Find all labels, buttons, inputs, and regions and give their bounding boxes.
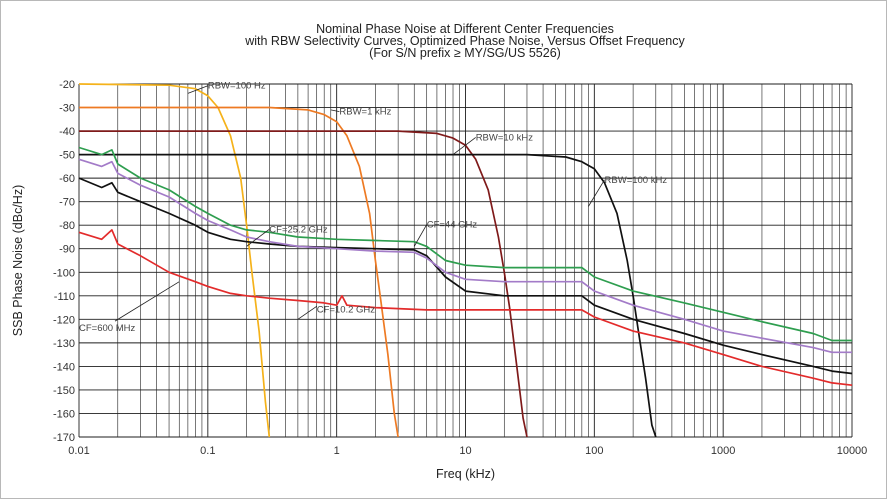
y-tick-label: -60	[59, 173, 75, 185]
x-tick-label: 10	[459, 445, 471, 457]
annotation-label: CF=25.2 GHz	[269, 224, 328, 235]
chart-title-line: with RBW Selectivity Curves, Optimized P…	[244, 34, 685, 48]
annotation-leader-line	[330, 109, 340, 112]
series-line-rbw-100-hz	[78, 83, 271, 438]
chart-title-line: Nominal Phase Noise at Different Center …	[316, 22, 614, 36]
annotation-label: CF=44 GHz	[427, 220, 478, 231]
y-tick-label: -150	[53, 385, 75, 397]
series-line-rbw-10-khz	[79, 130, 528, 438]
x-tick-label: 100	[585, 445, 603, 457]
chart-title-line: (For S/N prefix ≥ MY/SG/US 5526)	[369, 46, 561, 60]
annotation-leader-line	[297, 305, 317, 320]
annotation-leader-line	[413, 224, 428, 247]
y-tick-label: -20	[59, 79, 75, 91]
x-tick-label: 0.01	[68, 445, 89, 457]
x-tick-label: 0.1	[200, 445, 215, 457]
y-tick-label: -110	[54, 291, 75, 303]
y-tick-label: -160	[53, 408, 75, 420]
y-tick-label: -140	[53, 361, 75, 373]
y-tick-label: -50	[59, 150, 75, 162]
x-tick-label: 1000	[711, 445, 735, 457]
annotation-label: RBW=100 kHz	[605, 175, 668, 186]
series-line-cf-600-mhz	[78, 229, 853, 387]
x-tick-label: 1	[334, 445, 340, 457]
annotation-leader-line	[114, 281, 180, 322]
y-tick-label: -100	[53, 267, 75, 279]
y-tick-label: -40	[59, 126, 75, 138]
series-line-rbw-1-khz	[79, 106, 399, 438]
annotation-label: RBW=100 Hz	[208, 81, 266, 92]
annotation-leader-line	[187, 85, 208, 94]
y-tick-label: -120	[53, 314, 75, 326]
y-tick-label: -70	[59, 197, 75, 209]
annotation-label: CF=10.2 GHz	[317, 304, 376, 315]
series-line-cf-44-ghz	[78, 146, 852, 342]
y-tick-label: -30	[59, 103, 75, 115]
annotation-label: CF=600 MHz	[79, 323, 135, 334]
y-tick-label: -130	[53, 338, 75, 350]
annotation-label: RBW=10 kHz	[476, 132, 534, 143]
annotation-label: RBW=1 kHz	[339, 107, 391, 118]
annotation-leader-line	[452, 137, 476, 155]
series-line-cf-25-2-ghz	[78, 158, 852, 354]
y-axis-label: SSB Phase Noise (dBc/Hz)	[11, 185, 25, 336]
series-line-cf-10-2-ghz	[78, 177, 853, 375]
series-line-rbw-100-khz	[79, 153, 657, 438]
annotation-leader-line	[588, 179, 605, 207]
annotation-leader-line	[246, 228, 270, 247]
y-tick-label: -80	[59, 220, 75, 232]
x-tick-label: 10000	[837, 445, 868, 457]
x-axis-label: Freq (kHz)	[436, 467, 495, 481]
y-tick-label: -170	[53, 432, 75, 444]
y-tick-label: -90	[59, 244, 75, 256]
